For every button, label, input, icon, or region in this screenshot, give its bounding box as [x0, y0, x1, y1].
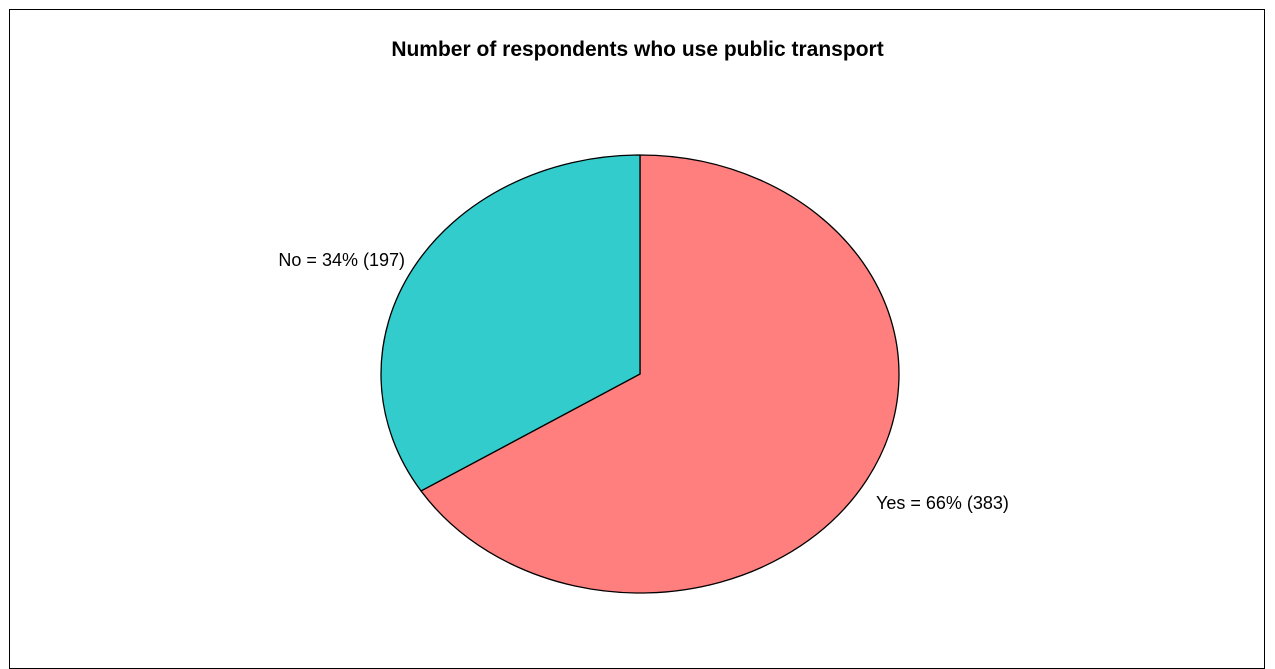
slice-label-yes: Yes = 66% (383): [876, 493, 1009, 513]
pie-slices: [381, 155, 899, 593]
slice-label-no: No = 34% (197): [278, 250, 405, 270]
